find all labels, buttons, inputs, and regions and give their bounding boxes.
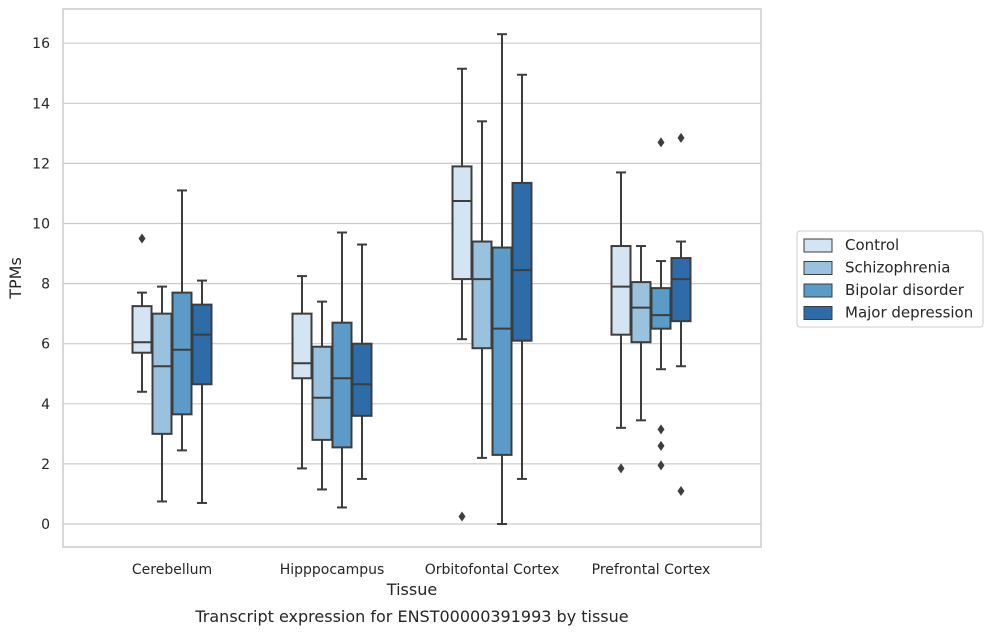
outlier-marker: [657, 424, 665, 435]
box-0-3: [610, 171, 632, 474]
box-2-3: [650, 137, 672, 471]
box-body: [351, 342, 373, 417]
legend-swatch: [803, 283, 833, 298]
x-tick-label: Prefrontal Cortex: [592, 562, 711, 578]
box-body: [171, 291, 193, 416]
box-body: [491, 246, 513, 456]
y-tick-label: 16: [32, 36, 50, 52]
box-3-1: [351, 243, 373, 480]
outlier-marker: [617, 463, 625, 474]
box-0-0: [131, 233, 153, 393]
legend-label: Control: [845, 236, 899, 254]
box-body: [191, 303, 213, 386]
x-tick-label: Cerebellum: [132, 562, 212, 578]
y-axis-label: TPMs: [6, 257, 25, 300]
box-3-0: [191, 279, 213, 504]
box-body: [291, 312, 313, 380]
box-2-1: [331, 231, 353, 509]
y-tick-label: 12: [32, 156, 50, 172]
box-3-3: [670, 132, 692, 496]
legend-items: Control Schizophrenia Bipolar disorder Majo…: [803, 236, 973, 322]
box-1-0: [151, 285, 173, 503]
y-tick-label: 0: [41, 517, 50, 533]
box-3-2: [511, 73, 533, 480]
outlier-marker: [657, 137, 665, 148]
box-1-3: [630, 245, 652, 422]
outlier-marker: [677, 132, 685, 143]
legend-swatch: [803, 238, 833, 253]
legend-swatch: [803, 306, 833, 320]
outlier-marker: [458, 511, 466, 522]
chart-title: Transcript expression for ENST0000039199…: [194, 607, 628, 626]
x-tick-label: Orbitofontal Cortex: [425, 562, 560, 578]
legend: Control Schizophrenia Bipolar disorder Majo…: [796, 230, 984, 328]
y-tick-label: 2: [41, 457, 50, 473]
legend-label: Schizophrenia: [845, 259, 950, 277]
box-0-2: [451, 67, 473, 522]
box-2-0: [171, 189, 193, 452]
box-2-2: [491, 33, 513, 525]
box-body: [311, 345, 333, 441]
y-tick-label: 8: [41, 277, 50, 293]
box-1-2: [471, 120, 493, 459]
box-body: [630, 281, 652, 344]
boxes: [131, 33, 692, 525]
box-body: [151, 312, 173, 435]
y-axis-ticks: 0 2 4 6 8 10 12 14 16: [32, 36, 50, 533]
legend-swatch: [803, 261, 833, 275]
outlier-marker: [138, 233, 146, 244]
outlier-marker: [657, 460, 665, 471]
y-tick-label: 6: [41, 337, 50, 353]
y-tick-label: 14: [32, 96, 50, 112]
box-body: [610, 245, 632, 336]
box-body: [670, 257, 692, 323]
box-1-1: [311, 300, 333, 491]
box-body: [471, 240, 493, 350]
outlier-marker: [657, 440, 665, 451]
legend-label: Bipolar disorder: [845, 281, 965, 299]
outlier-marker: [677, 485, 685, 496]
y-tick-label: 4: [41, 397, 50, 413]
y-tick-label: 10: [32, 217, 50, 233]
box-body: [650, 287, 672, 330]
box-body: [131, 305, 153, 354]
box-body: [451, 165, 473, 281]
box-0-1: [291, 275, 313, 470]
x-axis-ticks: Cerebellum Hipppocampus Orbitofontal Corte…: [132, 562, 710, 578]
x-tick-label: Hipppocampus: [280, 562, 385, 578]
box-body: [511, 181, 533, 342]
legend-label: Major depression: [845, 304, 973, 322]
legend-frame: [796, 230, 984, 328]
gridlines: [63, 42, 761, 525]
plot-area-frame: [62, 8, 762, 548]
x-axis-label: Tissue: [386, 580, 437, 599]
box-body: [331, 321, 353, 449]
